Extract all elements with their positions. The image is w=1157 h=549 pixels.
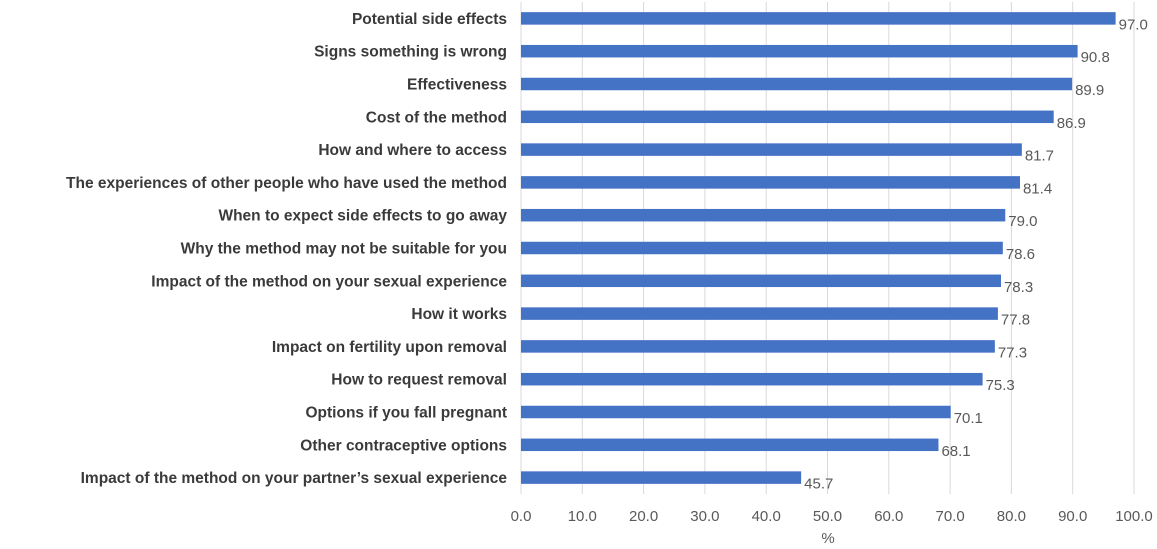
category-label: Effectiveness xyxy=(407,77,507,94)
value-label: 77.8 xyxy=(1001,312,1030,329)
bar xyxy=(521,208,1006,222)
value-label: 89.9 xyxy=(1075,82,1104,99)
category-label: The experiences of other people who have… xyxy=(66,175,507,192)
category-label: When to expect side effects to go away xyxy=(218,208,507,225)
category-label: Impact of the method on your sexual expe… xyxy=(151,273,507,290)
category-label: How it works xyxy=(411,306,507,323)
bar xyxy=(521,307,998,320)
x-axis-title: % xyxy=(821,530,834,547)
x-tick-labels: 0.0 10.0 20.0 30.0 40.0 50.0 60.0 70.0 80.0 90.0 1… xyxy=(511,508,1153,525)
bar xyxy=(521,405,951,419)
bar xyxy=(521,438,939,452)
category-label: Potential side effects xyxy=(352,11,507,28)
value-label: 79.0 xyxy=(1008,213,1037,230)
x-tick-label: 30.0 xyxy=(690,508,719,525)
value-label: 86.9 xyxy=(1057,115,1086,132)
bar xyxy=(521,44,1078,58)
x-tick-label: 0.0 xyxy=(511,508,532,525)
category-label: Cost of the method xyxy=(366,109,507,126)
value-label: 81.4 xyxy=(1023,180,1052,197)
x-tick-label: 20.0 xyxy=(629,508,658,525)
category-label: Signs something is wrong xyxy=(314,44,507,61)
bar xyxy=(521,340,995,353)
bar xyxy=(521,372,983,386)
value-label: 68.1 xyxy=(941,443,970,460)
bar xyxy=(521,12,1116,25)
bar xyxy=(521,274,1001,288)
x-tick-label: 70.0 xyxy=(935,508,964,525)
value-label: 45.7 xyxy=(804,476,833,493)
x-tick-label: 50.0 xyxy=(813,508,842,525)
value-label: 78.6 xyxy=(1006,246,1035,263)
value-labels: 97.0 90.8 89.9 86.981.7 81.4 79.0 78.6 78.3 77.8… xyxy=(804,16,1148,492)
category-label: Other contraceptive options xyxy=(300,437,507,454)
x-tick-label: 90.0 xyxy=(1058,508,1087,525)
bar xyxy=(521,176,1020,189)
bar xyxy=(521,471,802,484)
x-tick-label: 40.0 xyxy=(752,508,781,525)
category-label: Impact of the method on your partner’s s… xyxy=(81,470,508,487)
value-label: 78.3 xyxy=(1004,279,1033,296)
bars xyxy=(521,12,1116,484)
bar xyxy=(521,143,1022,156)
x-tick-label: 80.0 xyxy=(997,508,1026,525)
x-tick-label: 10.0 xyxy=(568,508,597,525)
bar xyxy=(521,241,1003,255)
category-label: Impact on fertility upon removal xyxy=(272,339,507,356)
x-tick-label: 60.0 xyxy=(874,508,903,525)
category-label: Options if you fall pregnant xyxy=(306,405,508,422)
value-label: 90.8 xyxy=(1081,49,1110,66)
value-label: 70.1 xyxy=(954,410,983,427)
category-label: How to request removal xyxy=(331,372,507,389)
category-label: How and where to access xyxy=(318,142,507,159)
value-label: 81.7 xyxy=(1025,148,1054,165)
bar xyxy=(521,110,1054,124)
category-labels: Potential side effects Signs something is… xyxy=(66,11,507,487)
value-label: 97.0 xyxy=(1119,16,1148,33)
value-label: 75.3 xyxy=(986,377,1015,394)
x-tick-label: 100.0 xyxy=(1115,508,1153,525)
bar xyxy=(521,77,1073,91)
category-label: Why the method may not be suitable for y… xyxy=(181,241,507,258)
value-label: 77.3 xyxy=(998,344,1027,361)
